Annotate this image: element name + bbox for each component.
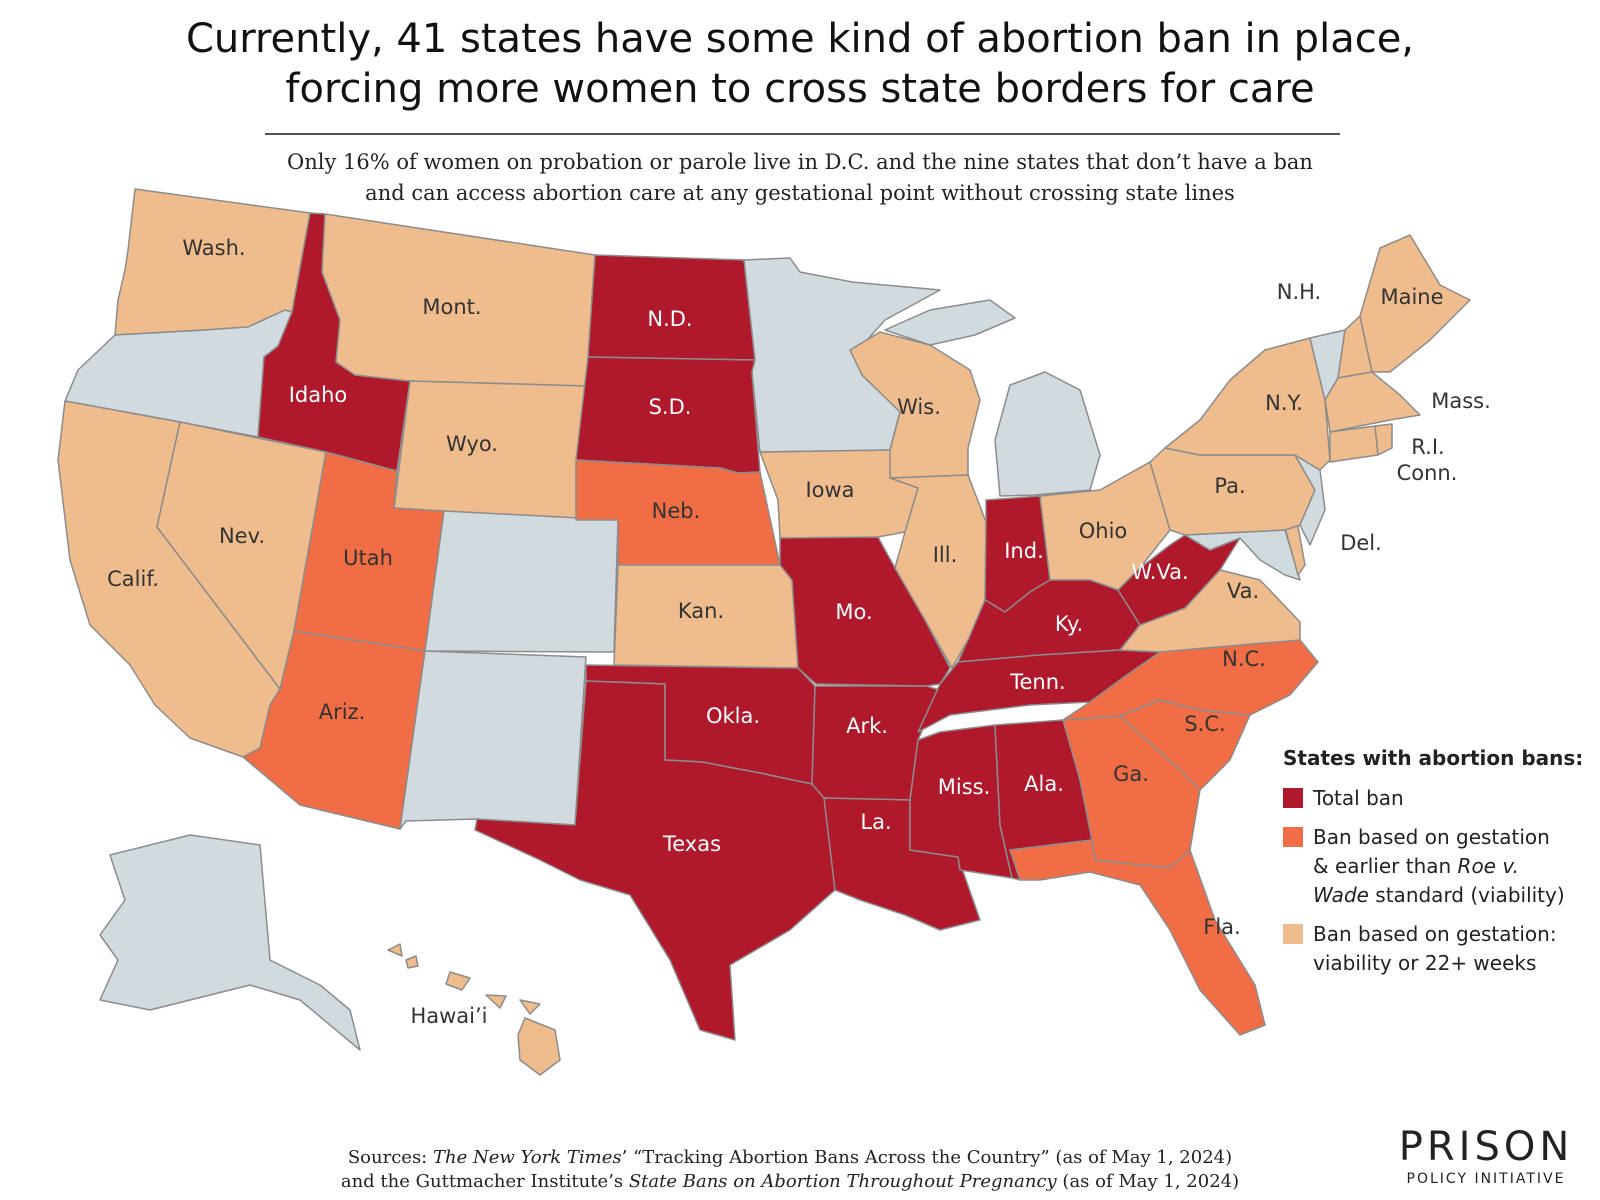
logo-wordmark-bottom: POLICY INITIATIVE (1406, 1171, 1566, 1187)
legend-early-line-3b: standard (viability) (1368, 883, 1565, 907)
state-ct (1329, 425, 1379, 463)
logo-wordmark-top: PRISON (1398, 1124, 1574, 1170)
state-mi (884, 299, 1101, 497)
state-label-wi: Wis. (897, 395, 941, 419)
subtitle-line-2: and can access abortion care at any gest… (365, 181, 1235, 205)
state-label-de: Del. (1340, 531, 1382, 555)
state-label-hi: Hawai’i (410, 1004, 487, 1028)
state-label-wv: W.Va. (1131, 560, 1188, 584)
title-divider (265, 133, 1340, 135)
state-label-ms: Miss. (938, 775, 991, 799)
legend-item-viability: Ban based on gestation: viability or 22+… (1283, 920, 1593, 978)
legend-swatch-viability (1283, 924, 1303, 944)
state-label-me: Maine (1380, 285, 1443, 309)
state-hi (387, 943, 561, 1076)
sources-line-1c: ’ “Tracking Abortion Bans Across the Cou… (621, 1147, 1233, 1168)
state-label-in: Ind. (1004, 539, 1044, 563)
state-label-sd: S.D. (649, 395, 692, 419)
state-label-fl: Fla. (1203, 915, 1240, 939)
legend-early-line-3a: Wade (1313, 883, 1369, 907)
state-label-nc: N.C. (1222, 647, 1266, 671)
state-labels: Wash. Calif. Nev. Idaho Mont. Wyo. Utah Ariz. N.… (107, 236, 1491, 1028)
sources-line-2c: (as of May 1, 2024) (1056, 1171, 1240, 1192)
state-label-tn: Tenn. (1009, 670, 1065, 694)
state-label-wa: Wash. (182, 236, 245, 260)
legend-label-viability: Ban based on gestation: viability or 22+… (1313, 920, 1557, 978)
state-label-oh: Ohio (1079, 519, 1128, 543)
sources-line-1b: The New York Times (432, 1147, 622, 1168)
state-label-sc: S.C. (1184, 712, 1225, 736)
state-label-ar: Ark. (846, 714, 888, 738)
state-label-nh: N.H. (1277, 280, 1321, 304)
sources-line-1: Sources: The New York Times’ “Tracking A… (210, 1146, 1370, 1170)
state-label-ga: Ga. (1113, 762, 1149, 786)
state-label-ny: N.Y. (1265, 391, 1303, 415)
state-label-az: Ariz. (319, 700, 366, 724)
title-line-1: Currently, 41 states have some kind of a… (185, 16, 1415, 62)
state-label-ma: Mass. (1431, 389, 1491, 413)
state-label-ct: Conn. (1397, 461, 1458, 485)
state-ma (1324, 371, 1421, 433)
state-co (424, 510, 619, 653)
state-me (1359, 234, 1471, 373)
legend-title: States with abortion bans: (1283, 746, 1584, 770)
legend-swatch-early (1283, 827, 1303, 847)
state-label-va: Va. (1227, 579, 1259, 603)
legend-early-line-1: Ban based on gestation (1313, 825, 1550, 849)
legend-label-early: Ban based on gestation & earlier than Ro… (1313, 823, 1565, 910)
legend: States with abortion bans: Total ban Ban… (1283, 746, 1593, 988)
legend-swatch-total (1283, 788, 1303, 808)
sources-line-2: and the Guttmacher Institute’s State Ban… (210, 1170, 1370, 1194)
state-il (889, 474, 987, 669)
state-label-mo: Mo. (835, 600, 872, 624)
state-ak (99, 834, 361, 1051)
sources-line-1a: Sources: (347, 1147, 433, 1168)
legend-viability-line-1: Ban based on gestation: (1313, 922, 1557, 946)
title-line-2: forcing more women to cross state border… (285, 66, 1315, 112)
state-label-ut: Utah (343, 546, 393, 570)
state-label-ne: Neb. (652, 499, 701, 523)
state-label-ri: R.I. (1411, 435, 1444, 459)
state-label-ok: Okla. (706, 704, 760, 728)
state-ny (1164, 337, 1331, 471)
subtitle-line-1: Only 16% of women on probation or parole… (287, 150, 1313, 174)
state-label-ky: Ky. (1055, 612, 1083, 636)
state-label-id: Idaho (289, 383, 348, 407)
state-ri (1374, 423, 1393, 456)
state-label-nv: Nev. (219, 524, 265, 548)
state-label-tx: Texas (662, 832, 721, 856)
state-label-mt: Mont. (422, 295, 481, 319)
state-label-nd: N.D. (647, 307, 692, 331)
state-mo (779, 536, 951, 687)
state-label-pa: Pa. (1214, 474, 1245, 498)
sources-note: Sources: The New York Times’ “Tracking A… (210, 1146, 1370, 1194)
legend-item-early: Ban based on gestation & earlier than Ro… (1283, 823, 1593, 910)
state-label-wy: Wyo. (446, 432, 498, 456)
state-label-ia: Iowa (805, 478, 854, 502)
state-tx (474, 680, 836, 1041)
legend-item-total: Total ban (1283, 784, 1593, 813)
legend-label-total: Total ban (1313, 786, 1404, 810)
legend-early-line-2b: Roe v. (1457, 854, 1519, 878)
state-label-la: La. (860, 810, 891, 834)
map-subtitle: Only 16% of women on probation or parole… (0, 147, 1600, 209)
state-label-ca: Calif. (107, 567, 159, 591)
legend-early-line-2a: & earlier than (1313, 854, 1458, 878)
sources-line-2a: and the Guttmacher Institute’s (340, 1171, 629, 1192)
state-label-il: Ill. (933, 543, 958, 567)
map-title: Currently, 41 states have some kind of a… (0, 14, 1600, 114)
prison-policy-initiative-logo: PRISON POLICY INITIATIVE (1380, 1124, 1592, 1188)
sources-line-2b: State Bans on Abortion Throughout Pregna… (628, 1171, 1057, 1192)
state-nm (399, 650, 587, 830)
legend-viability-line-2: viability or 22+ weeks (1313, 951, 1537, 975)
state-label-ks: Kan. (678, 599, 724, 623)
state-fl (1009, 839, 1266, 1036)
state-label-al: Ala. (1024, 772, 1064, 796)
